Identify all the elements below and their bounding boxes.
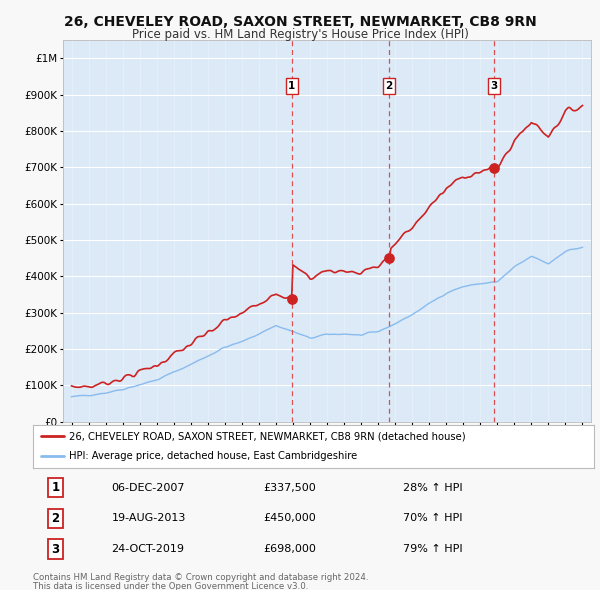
Text: £698,000: £698,000 — [263, 544, 316, 554]
Text: 2: 2 — [52, 512, 59, 525]
Text: 26, CHEVELEY ROAD, SAXON STREET, NEWMARKET, CB8 9RN (detached house): 26, CHEVELEY ROAD, SAXON STREET, NEWMARK… — [70, 431, 466, 441]
Text: £337,500: £337,500 — [263, 483, 316, 493]
Text: 70% ↑ HPI: 70% ↑ HPI — [403, 513, 463, 523]
Text: 19-AUG-2013: 19-AUG-2013 — [112, 513, 186, 523]
Point — [287, 294, 296, 304]
Text: 79% ↑ HPI: 79% ↑ HPI — [403, 544, 463, 554]
Text: 06-DEC-2007: 06-DEC-2007 — [112, 483, 185, 493]
Text: 3: 3 — [490, 81, 498, 91]
Text: 1: 1 — [52, 481, 59, 494]
Text: Price paid vs. HM Land Registry's House Price Index (HPI): Price paid vs. HM Land Registry's House … — [131, 28, 469, 41]
Point — [384, 254, 394, 263]
Text: 3: 3 — [52, 543, 59, 556]
Text: 1: 1 — [288, 81, 295, 91]
Text: £450,000: £450,000 — [263, 513, 316, 523]
Point — [489, 163, 499, 173]
Text: 26, CHEVELEY ROAD, SAXON STREET, NEWMARKET, CB8 9RN: 26, CHEVELEY ROAD, SAXON STREET, NEWMARK… — [64, 15, 536, 29]
Text: This data is licensed under the Open Government Licence v3.0.: This data is licensed under the Open Gov… — [33, 582, 308, 590]
Text: 2: 2 — [385, 81, 392, 91]
Text: 28% ↑ HPI: 28% ↑ HPI — [403, 483, 463, 493]
Text: HPI: Average price, detached house, East Cambridgeshire: HPI: Average price, detached house, East… — [70, 451, 358, 461]
Text: Contains HM Land Registry data © Crown copyright and database right 2024.: Contains HM Land Registry data © Crown c… — [33, 573, 368, 582]
Text: 24-OCT-2019: 24-OCT-2019 — [112, 544, 185, 554]
